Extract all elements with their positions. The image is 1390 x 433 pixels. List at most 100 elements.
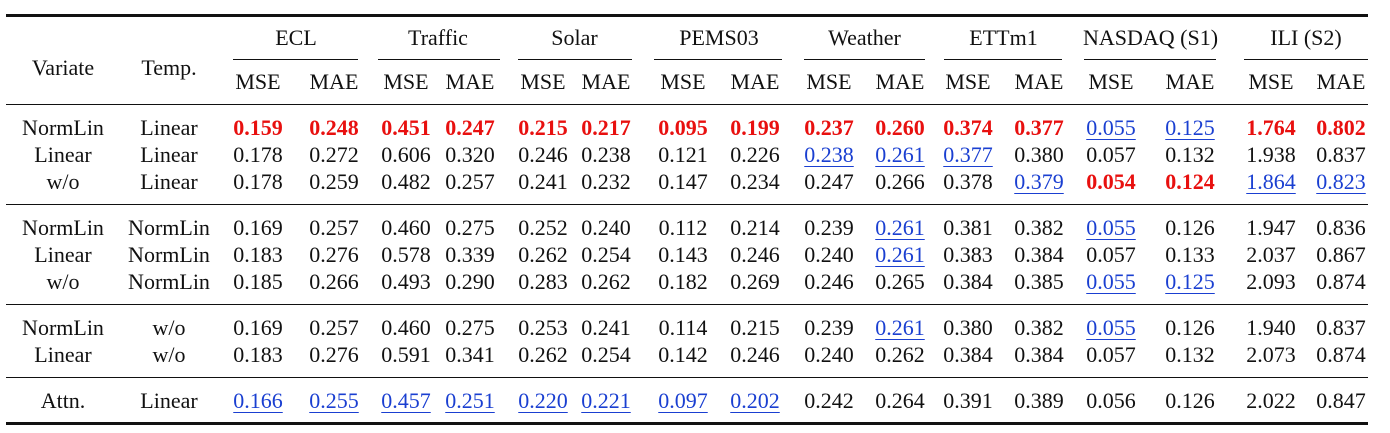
- metric-cell: 0.226: [730, 142, 780, 167]
- metric-cell: 0.272: [309, 142, 359, 167]
- metric-cell: 0.215: [518, 115, 568, 140]
- metric-cell: 0.054: [1086, 169, 1136, 194]
- metric-cell: 0.382: [1014, 315, 1064, 340]
- metric-cell: 0.381: [943, 215, 993, 240]
- metric-cell: 0.240: [581, 215, 631, 240]
- metric-cell: 0.237: [804, 115, 854, 140]
- metric-cell: 0.837: [1316, 315, 1366, 340]
- metric-cell: 0.240: [804, 342, 854, 367]
- metric-cell: 0.124: [1165, 169, 1215, 194]
- header-metric: MSE: [520, 69, 566, 94]
- metric-cell: 0.239: [804, 215, 854, 240]
- metric-cell: 0.143: [658, 242, 708, 267]
- metric-cell: 0.261: [875, 142, 925, 167]
- metric-cell: 0.264: [875, 388, 925, 413]
- metric-cell: 0.384: [1014, 342, 1064, 367]
- metric-cell: 0.169: [233, 215, 283, 240]
- metric-cell: 0.591: [381, 342, 431, 367]
- metric-cell: 2.073: [1246, 342, 1296, 367]
- metric-cell: 0.126: [1165, 315, 1215, 340]
- metric-cell: 0.874: [1316, 269, 1366, 294]
- header-metric: MSE: [806, 69, 852, 94]
- metric-cell: 0.132: [1165, 342, 1215, 367]
- header-metric: MSE: [1088, 69, 1134, 94]
- header-dataset: ILI (S2): [1270, 25, 1342, 50]
- metric-cell: 0.460: [381, 315, 431, 340]
- metric-cell: 0.126: [1165, 388, 1215, 413]
- metric-cell: 0.114: [658, 315, 708, 340]
- metric-cell: 0.379: [1014, 169, 1064, 194]
- metric-cell: 0.260: [875, 115, 925, 140]
- metric-cell: 0.246: [730, 242, 780, 267]
- row-variate: NormLin: [22, 215, 104, 240]
- metric-cell: 0.460: [381, 215, 431, 240]
- header-metric: MAE: [875, 69, 925, 94]
- metric-cell: 0.389: [1014, 388, 1064, 413]
- metric-cell: 0.266: [875, 169, 925, 194]
- metric-cell: 0.380: [1014, 142, 1064, 167]
- header-cmidrule: [654, 59, 782, 60]
- mid-rule: [6, 204, 1368, 206]
- metric-cell: 0.378: [943, 169, 993, 194]
- metric-cell: 0.246: [804, 269, 854, 294]
- mid-rule: [6, 304, 1368, 306]
- metric-cell: 0.339: [445, 242, 495, 267]
- metric-cell: 0.276: [309, 342, 359, 367]
- metric-cell: 0.232: [581, 169, 631, 194]
- header-variate: Variate: [31, 55, 95, 80]
- metric-cell: 0.238: [581, 142, 631, 167]
- metric-cell: 1.864: [1246, 169, 1296, 194]
- metric-cell: 0.112: [658, 215, 708, 240]
- metric-cell: 0.125: [1165, 269, 1215, 294]
- row-temp: Linear: [140, 169, 198, 194]
- metric-cell: 0.057: [1086, 142, 1136, 167]
- metric-cell: 0.169: [233, 315, 283, 340]
- metric-cell: 0.257: [445, 169, 495, 194]
- row-temp: NormLin: [128, 269, 210, 294]
- metric-cell: 0.248: [309, 115, 359, 140]
- metric-cell: 0.380: [943, 315, 993, 340]
- metric-cell: 0.239: [804, 315, 854, 340]
- row-variate: w/o: [46, 169, 80, 194]
- metric-cell: 0.241: [518, 169, 568, 194]
- metric-cell: 2.093: [1246, 269, 1296, 294]
- metric-cell: 0.057: [1086, 342, 1136, 367]
- metric-cell: 0.159: [233, 115, 283, 140]
- metric-cell: 0.234: [730, 169, 780, 194]
- header-metric: MAE: [1014, 69, 1064, 94]
- header-metric: MAE: [581, 69, 631, 94]
- metric-cell: 0.383: [943, 242, 993, 267]
- row-variate: Attn.: [40, 388, 86, 413]
- metric-cell: 0.217: [581, 115, 631, 140]
- header-cmidrule: [804, 59, 925, 60]
- metric-cell: 0.275: [445, 215, 495, 240]
- row-variate: NormLin: [22, 315, 104, 340]
- header-dataset: ECL: [275, 25, 317, 50]
- metric-cell: 0.125: [1165, 115, 1215, 140]
- header-dataset: NASDAQ (S1): [1082, 25, 1219, 50]
- row-temp: Linear: [140, 142, 198, 167]
- metric-cell: 0.182: [658, 269, 708, 294]
- mid-rule: [6, 377, 1368, 379]
- row-variate: Linear: [34, 342, 92, 367]
- metric-cell: 0.254: [581, 342, 631, 367]
- metric-cell: 0.259: [309, 169, 359, 194]
- metric-cell: 2.037: [1246, 242, 1296, 267]
- metric-cell: 0.199: [730, 115, 780, 140]
- metric-cell: 0.166: [233, 388, 283, 413]
- metric-cell: 1.940: [1246, 315, 1296, 340]
- metric-cell: 0.056: [1086, 388, 1136, 413]
- metric-cell: 0.262: [581, 269, 631, 294]
- metric-cell: 0.246: [518, 142, 568, 167]
- row-temp: Linear: [140, 115, 198, 140]
- header-cmidrule: [518, 59, 632, 60]
- metric-cell: 0.382: [1014, 215, 1064, 240]
- metric-cell: 0.261: [875, 215, 925, 240]
- metric-cell: 0.095: [658, 115, 708, 140]
- metric-cell: 0.578: [381, 242, 431, 267]
- metric-cell: 0.261: [875, 315, 925, 340]
- row-temp: w/o: [152, 342, 186, 367]
- metric-cell: 0.242: [804, 388, 854, 413]
- metric-cell: 0.451: [381, 115, 431, 140]
- header-cmidrule: [1084, 59, 1216, 60]
